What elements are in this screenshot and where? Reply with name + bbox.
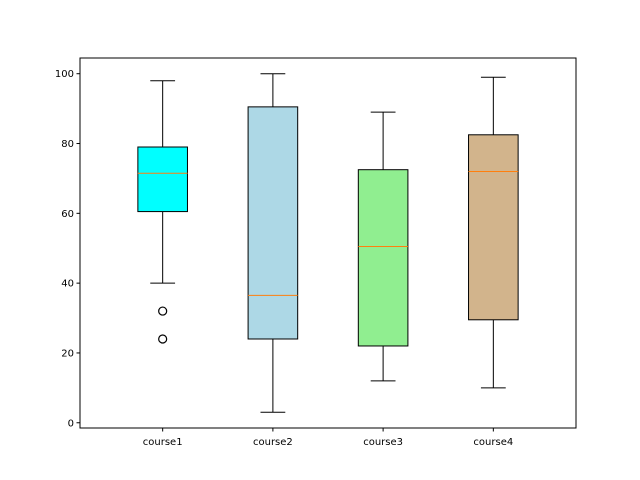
box-course3 xyxy=(357,111,409,382)
box-body xyxy=(137,146,188,213)
x-tick-label-course4: course4 xyxy=(473,437,513,448)
y-tick-label: 40 xyxy=(61,279,74,290)
outlier-point xyxy=(158,306,168,316)
y-axis: 0 20 40 60 80 100 xyxy=(55,69,80,429)
outlier-point xyxy=(158,334,168,344)
y-tick-label: 0 xyxy=(68,418,74,429)
x-tick-label-course3: course3 xyxy=(363,437,403,448)
box-body xyxy=(357,169,409,347)
y-tick-label: 60 xyxy=(61,209,74,220)
box-course2 xyxy=(247,73,299,413)
x-axis: course1 course2 course3 course4 xyxy=(143,428,513,448)
x-tick-label-course2: course2 xyxy=(253,437,293,448)
y-tick-label: 80 xyxy=(61,139,74,150)
box-course4 xyxy=(468,76,519,389)
box-course1 xyxy=(137,80,188,344)
y-tick-label: 100 xyxy=(55,69,74,80)
plot-frame xyxy=(79,57,577,429)
y-tick-label: 20 xyxy=(61,348,74,359)
box-body xyxy=(247,106,299,340)
x-tick-label-course1: course1 xyxy=(143,437,183,448)
boxes-layer xyxy=(137,73,519,413)
box-body xyxy=(468,134,519,321)
